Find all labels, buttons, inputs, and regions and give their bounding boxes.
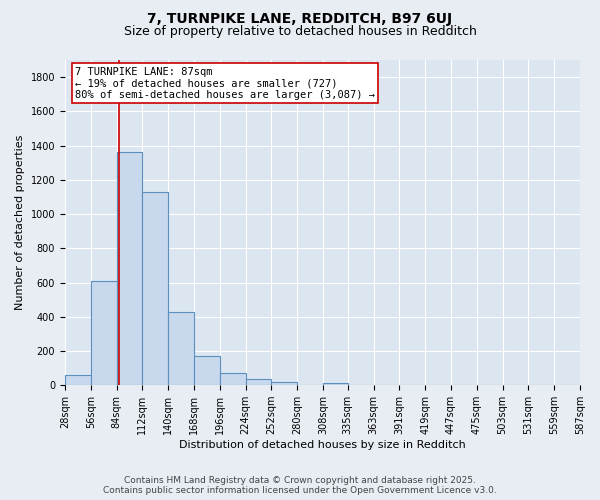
Text: Contains HM Land Registry data © Crown copyright and database right 2025.
Contai: Contains HM Land Registry data © Crown c… bbox=[103, 476, 497, 495]
Bar bbox=[142, 192, 168, 385]
Bar bbox=[271, 382, 297, 385]
Bar bbox=[91, 281, 116, 385]
Bar bbox=[116, 152, 142, 385]
Text: 7 TURNPIKE LANE: 87sqm
← 19% of detached houses are smaller (727)
80% of semi-de: 7 TURNPIKE LANE: 87sqm ← 19% of detached… bbox=[75, 66, 375, 100]
Bar bbox=[245, 379, 271, 385]
Y-axis label: Number of detached properties: Number of detached properties bbox=[15, 135, 25, 310]
Text: Size of property relative to detached houses in Redditch: Size of property relative to detached ho… bbox=[124, 25, 476, 38]
Bar bbox=[168, 312, 194, 385]
Text: 7, TURNPIKE LANE, REDDITCH, B97 6UJ: 7, TURNPIKE LANE, REDDITCH, B97 6UJ bbox=[148, 12, 452, 26]
Bar bbox=[194, 356, 220, 385]
X-axis label: Distribution of detached houses by size in Redditch: Distribution of detached houses by size … bbox=[179, 440, 466, 450]
Bar bbox=[65, 375, 91, 385]
Bar bbox=[220, 373, 245, 385]
Bar bbox=[323, 382, 348, 385]
